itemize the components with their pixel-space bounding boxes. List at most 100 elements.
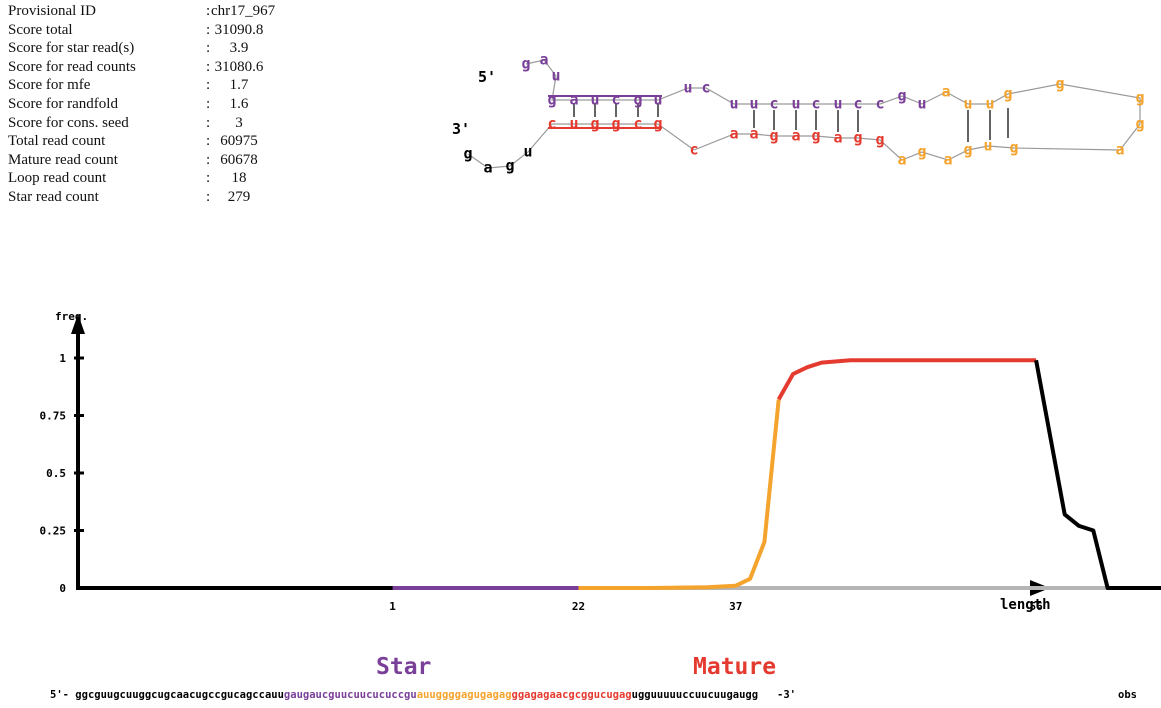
- hairpin-base: u: [983, 137, 992, 155]
- mature-label: Mature: [693, 654, 777, 680]
- stat-label: Score for randfold: [8, 95, 118, 112]
- hairpin-base: a: [539, 51, 548, 69]
- sequence-prefix: 5'-: [50, 689, 76, 701]
- hairpin-base: u: [569, 115, 578, 133]
- stat-label: Score for mfe: [8, 77, 91, 94]
- hairpin-base: g: [505, 157, 514, 175]
- hairpin-base: u: [653, 91, 662, 109]
- hairpin-base: a: [729, 125, 738, 143]
- hairpin-base: c: [853, 95, 862, 113]
- sequence-part-star: gaugaucguucuucucuccgu: [283, 689, 417, 701]
- stat-colon: :: [206, 114, 211, 131]
- sequence-part-flank: ggcguugcuuggcugcaacugccgucagccauu: [75, 689, 284, 701]
- x-axis-label: length: [1000, 597, 1051, 613]
- hairpin-base: g: [463, 145, 472, 163]
- hairpin-base: a: [941, 83, 950, 101]
- stat-colon: :: [206, 95, 211, 112]
- backbone-bottom: [467, 123, 1121, 169]
- stat-colon: :: [206, 188, 211, 205]
- hairpin-base: g: [853, 129, 862, 147]
- hairpin-base: g: [633, 91, 642, 109]
- stat-value: 279: [227, 188, 251, 205]
- y-tick-label: 0.5: [46, 467, 66, 480]
- read-frequency-chart: freq. length 0 0.25 0.5 0.75 1 1 22 37 56: [40, 310, 1161, 613]
- x-tick-label: 22: [572, 600, 585, 613]
- series-segment-mature: [776, 358, 1037, 401]
- three-prime-label: 3': [452, 120, 470, 138]
- hairpin-base: g: [521, 55, 530, 73]
- x-tick-label: 1: [389, 600, 396, 613]
- stat-colon: :: [206, 170, 211, 187]
- stat-colon: :: [206, 21, 211, 38]
- stat-label: Star read count: [8, 188, 99, 205]
- hairpin-base: u: [917, 95, 926, 113]
- hairpin-base: c: [547, 115, 556, 133]
- stat-value: 31080.6: [214, 58, 264, 75]
- hairpin-base: u: [833, 95, 842, 113]
- hairpin-base: g: [1135, 115, 1144, 133]
- hairpin-base: c: [633, 115, 642, 133]
- hairpin-base: g: [547, 91, 556, 109]
- hairpin-base: c: [611, 91, 620, 109]
- hairpin-base: g: [1135, 89, 1144, 107]
- y-axis-label: freq.: [55, 310, 88, 323]
- hairpin-base: g: [611, 115, 620, 133]
- stat-value: 31090.8: [214, 21, 264, 38]
- y-axis-arrow: [71, 314, 85, 334]
- hairpin-base: g: [1055, 75, 1064, 93]
- hairpin-base: c: [811, 95, 820, 113]
- hairpin-base: u: [985, 95, 994, 113]
- stat-value: chr17_967: [211, 3, 276, 19]
- stat-colon: :: [206, 40, 211, 57]
- hairpin-base: a: [1115, 141, 1124, 159]
- sequence-part-loop: auuggggagugagag: [416, 689, 512, 701]
- stat-label: Mature read count: [8, 151, 118, 168]
- stat-label: Provisional ID: [8, 3, 96, 19]
- sequence-part-flank: ugguuuuuccuucuugaugg: [631, 689, 759, 701]
- hairpin-base: a: [483, 159, 492, 177]
- backbone-top: [525, 59, 1141, 151]
- y-tick-label: 0.25: [40, 525, 67, 538]
- stat-colon: :: [206, 3, 211, 19]
- stat-value: 1.7: [229, 77, 249, 94]
- stat-colon: :: [206, 133, 211, 150]
- x-tick-label: 37: [729, 600, 742, 613]
- x-tick-label: 56: [1029, 600, 1043, 613]
- hairpin-base: c: [769, 95, 778, 113]
- hairpin-base: a: [943, 151, 952, 169]
- hairpin-base: a: [569, 91, 578, 109]
- hairpin-base: g: [963, 141, 972, 159]
- hairpin-base: u: [749, 95, 758, 113]
- hairpin-base: u: [963, 95, 972, 113]
- hairpin-base: g: [590, 115, 599, 133]
- hairpin-base: c: [689, 141, 698, 159]
- y-tick-label: 0: [59, 582, 66, 595]
- hairpin-base: a: [749, 125, 758, 143]
- y-tick-label: 1: [59, 352, 66, 365]
- hairpin-base: g: [769, 127, 778, 145]
- stat-value: 1.6: [229, 95, 249, 112]
- hairpin-base: g: [1009, 139, 1018, 157]
- hairpin-base: a: [791, 127, 800, 145]
- five-prime-label: 5': [478, 68, 496, 86]
- hairpin-base: u: [791, 95, 800, 113]
- stat-value: 3: [235, 114, 243, 131]
- hairpin-base: c: [875, 95, 884, 113]
- series-segment-flank: [1034, 359, 1161, 590]
- series-segment-loop: [578, 399, 781, 590]
- stat-value: 18: [231, 170, 247, 187]
- hairpin-base: u: [683, 79, 692, 97]
- hairpin-base: g: [917, 143, 926, 161]
- hairpin-base: g: [875, 131, 884, 149]
- stat-label: Score total: [8, 21, 73, 38]
- hairpin-base: g: [1003, 85, 1012, 103]
- sequence-suffix: -3': [758, 689, 796, 701]
- hairpin-base: g: [897, 87, 906, 105]
- stat-colon: :: [206, 58, 211, 75]
- hairpin-base: u: [590, 91, 599, 109]
- hairpin-base: u: [523, 143, 532, 161]
- hairpin-base: g: [653, 115, 662, 133]
- star-label: Star: [376, 654, 432, 680]
- stat-colon: :: [206, 77, 211, 94]
- hairpin-base: u: [729, 95, 738, 113]
